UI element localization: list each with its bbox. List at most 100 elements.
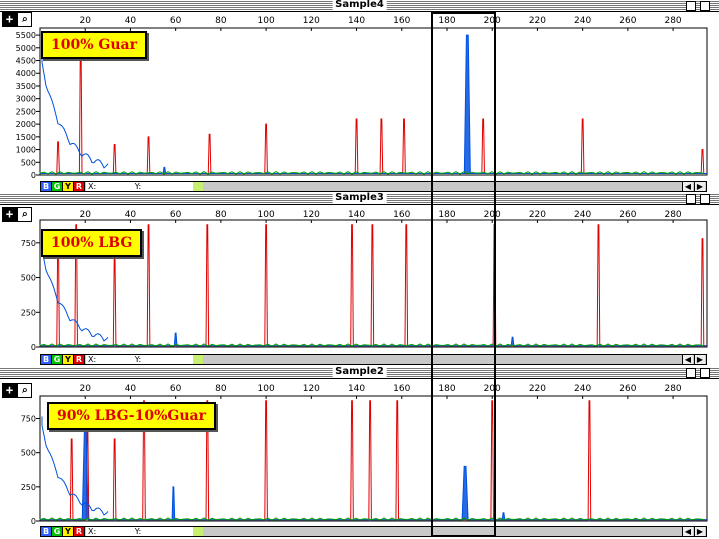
collapse-box-icon[interactable]	[700, 194, 710, 204]
plus-icon[interactable]: +	[2, 207, 17, 222]
red-dye-button[interactable]: R	[74, 182, 85, 191]
primer-peak-noise	[41, 416, 109, 516]
green-dye-button[interactable]: G	[52, 355, 63, 364]
x-tick-label: 100	[258, 16, 275, 26]
green-dye-button[interactable]: G	[52, 527, 63, 536]
magnifier-icon[interactable]: ⌕	[17, 207, 32, 222]
series-line-green	[39, 171, 705, 175]
red-dye-button[interactable]: R	[74, 527, 85, 536]
green-dye-button[interactable]: G	[52, 182, 63, 191]
window-titlebar[interactable]: Sample4	[0, 0, 719, 12]
x-tick-label: 220	[529, 210, 546, 220]
scroll-thumb[interactable]	[193, 355, 203, 364]
x-tick-label: 140	[348, 16, 365, 26]
x-tick-label: 120	[303, 210, 320, 220]
x-tick-label: 20	[79, 210, 91, 220]
plot-frame	[39, 219, 708, 348]
x-tick-label: 280	[664, 210, 681, 220]
zoom-box-icon[interactable]	[686, 368, 696, 378]
y-coord-label: Y:	[134, 182, 142, 191]
y-tick-label: 0	[31, 171, 36, 180]
status-bar: B G Y R X: Y: ◀ ▶	[40, 354, 707, 365]
window-titlebar[interactable]: Sample3	[0, 192, 719, 205]
toolbox: + ⌕	[2, 207, 32, 226]
x-tick-label: 80	[215, 16, 227, 26]
scroll-right-arrow[interactable]: ▶	[694, 527, 705, 536]
x-tick-label: 200	[484, 16, 501, 26]
scroll-right-arrow[interactable]: ▶	[694, 182, 705, 191]
magnifier-icon[interactable]: ⌕	[17, 12, 32, 27]
plot-frame	[39, 27, 708, 176]
series-line-red	[40, 400, 707, 521]
x-tick-label: 240	[574, 16, 591, 26]
scroll-left-arrow[interactable]: ◀	[682, 355, 693, 364]
series-line-red	[40, 47, 707, 175]
plus-icon[interactable]: +	[2, 12, 17, 27]
x-tick-label: 280	[664, 384, 681, 394]
red-dye-button[interactable]: R	[74, 355, 85, 364]
y-tick-label: 5500	[16, 31, 36, 40]
magnifier-icon[interactable]: ⌕	[17, 383, 32, 398]
yellow-dye-button[interactable]: Y	[63, 182, 74, 191]
x-tick-label: 140	[348, 384, 365, 394]
x-tick-label: 200	[484, 210, 501, 220]
plot-area: 20 40 60 80 100 120 140 160 180 200 220 240 260 280 55…	[16, 16, 708, 180]
x-tick-label: 260	[619, 210, 636, 220]
blue-dye-button[interactable]: B	[41, 355, 52, 364]
plus-icon[interactable]: +	[2, 383, 17, 398]
y-tick-label: 3500	[16, 82, 36, 91]
blue-dye-button[interactable]: B	[41, 527, 52, 536]
electropherogram-panel-sample3: Sample3 + ⌕ 20 40 60 80 100 120 140 160 180 200 220…	[0, 192, 719, 367]
scroll-left-arrow[interactable]: ◀	[682, 182, 693, 191]
y-tick-label: 500	[21, 449, 36, 458]
collapse-box-icon[interactable]	[700, 1, 710, 11]
y-tick-label: 1500	[16, 133, 36, 142]
zoom-box-icon[interactable]	[686, 194, 696, 204]
coord-field: X: Y:	[86, 355, 193, 364]
yellow-dye-button[interactable]: Y	[63, 355, 74, 364]
x-tick-label: 80	[215, 210, 227, 220]
scroll-thumb[interactable]	[193, 182, 203, 191]
y-tick-label: 4000	[16, 69, 36, 78]
x-tick-label: 180	[438, 210, 455, 220]
x-tick-label: 280	[664, 16, 681, 26]
series-line-blue	[40, 431, 707, 521]
x-tick-label: 200	[484, 384, 501, 394]
scroll-right-arrow[interactable]: ▶	[694, 355, 705, 364]
x-tick-label: 260	[619, 384, 636, 394]
zoom-box-icon[interactable]	[686, 1, 696, 11]
coord-field: X: Y:	[86, 182, 193, 191]
sample-label: 100% LBG	[41, 229, 143, 257]
x-tick-label: 160	[393, 384, 410, 394]
x-tick-label: 160	[393, 210, 410, 220]
coord-field: X: Y:	[86, 527, 193, 536]
y-tick-label: 2500	[16, 107, 36, 116]
status-bar: B G Y R X: Y: ◀ ▶	[40, 181, 707, 192]
x-tick-label: 40	[125, 16, 137, 26]
y-tick-label: 4500	[16, 57, 36, 66]
window-titlebar[interactable]: Sample2	[0, 366, 719, 379]
primer-peak-noise	[41, 51, 109, 169]
x-tick-label: 100	[258, 384, 275, 394]
blue-dye-button[interactable]: B	[41, 182, 52, 191]
sample-label: 100% Guar	[41, 31, 147, 59]
status-bar: B G Y R X: Y: ◀ ▶	[40, 526, 707, 537]
scroll-left-arrow[interactable]: ◀	[682, 527, 693, 536]
x-tick-label: 80	[215, 384, 227, 394]
plot-area: 20 40 60 80 100 120 140 160 180 200 220 240 260 280 75…	[21, 210, 708, 352]
x-tick-label: 180	[438, 384, 455, 394]
yellow-dye-button[interactable]: Y	[63, 527, 74, 536]
x-tick-label: 60	[170, 210, 182, 220]
y-coord-label: Y:	[134, 527, 142, 536]
x-tick-label: 40	[125, 210, 137, 220]
series-line-green	[39, 343, 705, 347]
x-tick-label: 260	[619, 16, 636, 26]
scroll-thumb[interactable]	[193, 527, 203, 536]
y-tick-label: 0	[31, 517, 36, 526]
plot-area: 20 40 60 80 100 120 140 160 180 200 220 240 260 280 75…	[21, 384, 708, 526]
y-tick-label: 250	[21, 308, 36, 317]
collapse-box-icon[interactable]	[700, 368, 710, 378]
y-tick-label: 5000	[16, 44, 36, 53]
x-tick-label: 120	[303, 384, 320, 394]
y-tick-label: 750	[21, 239, 36, 248]
